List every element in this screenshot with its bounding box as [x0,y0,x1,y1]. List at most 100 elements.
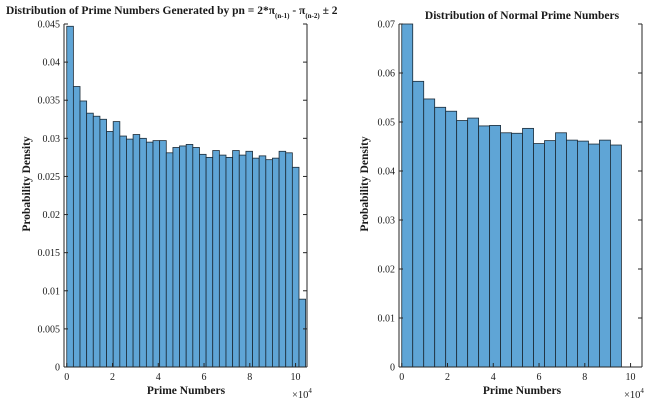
histogram-bar [252,157,260,368]
histogram-bar [544,140,556,368]
histogram-bar [218,154,227,368]
histogram-bar [566,139,578,368]
histogram-bar [599,139,611,368]
x-tick-label: 8 [247,372,252,383]
x-tick-label: 4 [156,372,161,383]
histogram-bar [199,153,207,368]
right-chart-title: Distribution of Normal Prime Numbers [425,10,620,22]
histogram-bar [86,112,94,368]
histogram-bar [610,144,622,368]
y-tick-label: 0.03 [43,134,61,145]
right-x-multiplier: ×104 [624,387,644,401]
histogram-bar [555,132,567,368]
x-tick-label: 8 [582,372,587,383]
histogram-bar [238,154,247,368]
histogram-bar [145,141,154,368]
histogram-bar [445,110,458,368]
histogram-bar [467,117,480,368]
histogram-bar [212,150,220,368]
histogram-bar [119,135,127,368]
histogram-bar [172,147,180,368]
left-x-axis-label: Prime Numbers [147,385,226,397]
histogram-bar [126,138,134,368]
histogram-bar [79,100,88,368]
histogram-bar [434,106,447,368]
x-tick-label: 0 [399,372,404,383]
y-tick-label: 0.04 [43,58,61,69]
histogram-bar [205,156,214,368]
y-tick-label: 0.02 [43,210,61,221]
left-y-ticks: 0 0.005 0.01 0.015 0.02 0.025 0.03 0.035 0.04 0.0… [38,20,307,374]
right-x-ticks: 0 2 4 6 8 10 [399,363,636,383]
x-tick-label: 2 [445,372,450,383]
y-tick-label: 0.07 [378,20,396,31]
x-tick-label: 4 [491,372,496,383]
y-tick-label: 0 [390,363,395,374]
y-tick-label: 0.045 [38,20,61,31]
histogram-bar [265,159,273,368]
histogram-bar [456,120,469,368]
right-histogram-chart: Distribution of Normal Prime Numbers 0 0.… [359,10,644,401]
histogram-bar [112,121,121,368]
y-tick-label: 0.025 [38,172,61,183]
x-tick-label: 2 [110,372,115,383]
x-tick-label: 0 [64,372,69,383]
left-axes [63,24,308,368]
right-axes [398,24,643,368]
right-x-axis-label: Prime Numbers [483,385,562,397]
histogram-bar [500,132,512,368]
y-tick-label: 0.05 [378,118,396,129]
histogram-bar [401,23,414,368]
histogram-bar [192,147,200,368]
histogram-bar [258,155,267,368]
histogram-bar [278,150,287,368]
left-chart-title: Distribution of Prime Numbers Generated … [6,5,338,20]
histogram-bar [478,125,491,368]
histogram-bar [291,166,300,368]
y-tick-label: 0.035 [38,96,61,107]
histogram-bar [588,143,600,368]
histogram-bar [423,98,436,368]
histogram-bar [272,157,280,368]
y-tick-label: 0.06 [378,69,396,80]
y-tick-label: 0 [55,363,60,374]
y-tick-label: 0.02 [378,265,396,276]
histogram-bar [72,86,81,368]
y-tick-label: 0.015 [38,248,61,259]
histogram-bar [225,156,234,368]
histogram-bar [245,150,253,368]
histogram-bar [152,140,161,368]
y-tick-label: 0.03 [378,216,396,227]
right-y-ticks: 0 0.01 0.02 0.03 0.04 0.05 0.06 0.07 [378,20,642,374]
histogram-bar [232,150,240,368]
y-tick-label: 0.01 [378,314,396,325]
histogram-bar [179,145,187,368]
histogram-bar [522,127,534,368]
histogram-bar [92,115,101,368]
y-tick-label: 0.04 [378,167,396,178]
histogram-bar [577,140,589,368]
right-y-axis-label: Probability Density [359,136,371,232]
histogram-bar [106,131,114,368]
histogram-bar [132,134,141,368]
y-tick-label: 0.005 [38,324,61,335]
histogram-bar [533,143,545,368]
histogram-bar [412,80,425,368]
histogram-bar [99,118,107,368]
left-x-ticks: 0 2 4 6 8 10 [64,363,301,383]
histogram-bar [489,125,501,368]
histogram-bar [66,25,74,368]
histogram-bar [511,132,523,368]
left-bars [66,25,307,368]
histogram-bar [165,152,174,368]
y-tick-label: 0.01 [43,286,61,297]
x-tick-label: 10 [626,372,636,383]
x-tick-label: 10 [291,372,301,383]
x-tick-label: 6 [202,372,207,383]
histogram-bar [159,140,167,368]
left-y-axis-label: Probability Density [21,136,33,232]
histogram-bar [298,298,307,368]
right-bars [401,23,622,368]
left-x-multiplier: ×104 [292,387,312,401]
